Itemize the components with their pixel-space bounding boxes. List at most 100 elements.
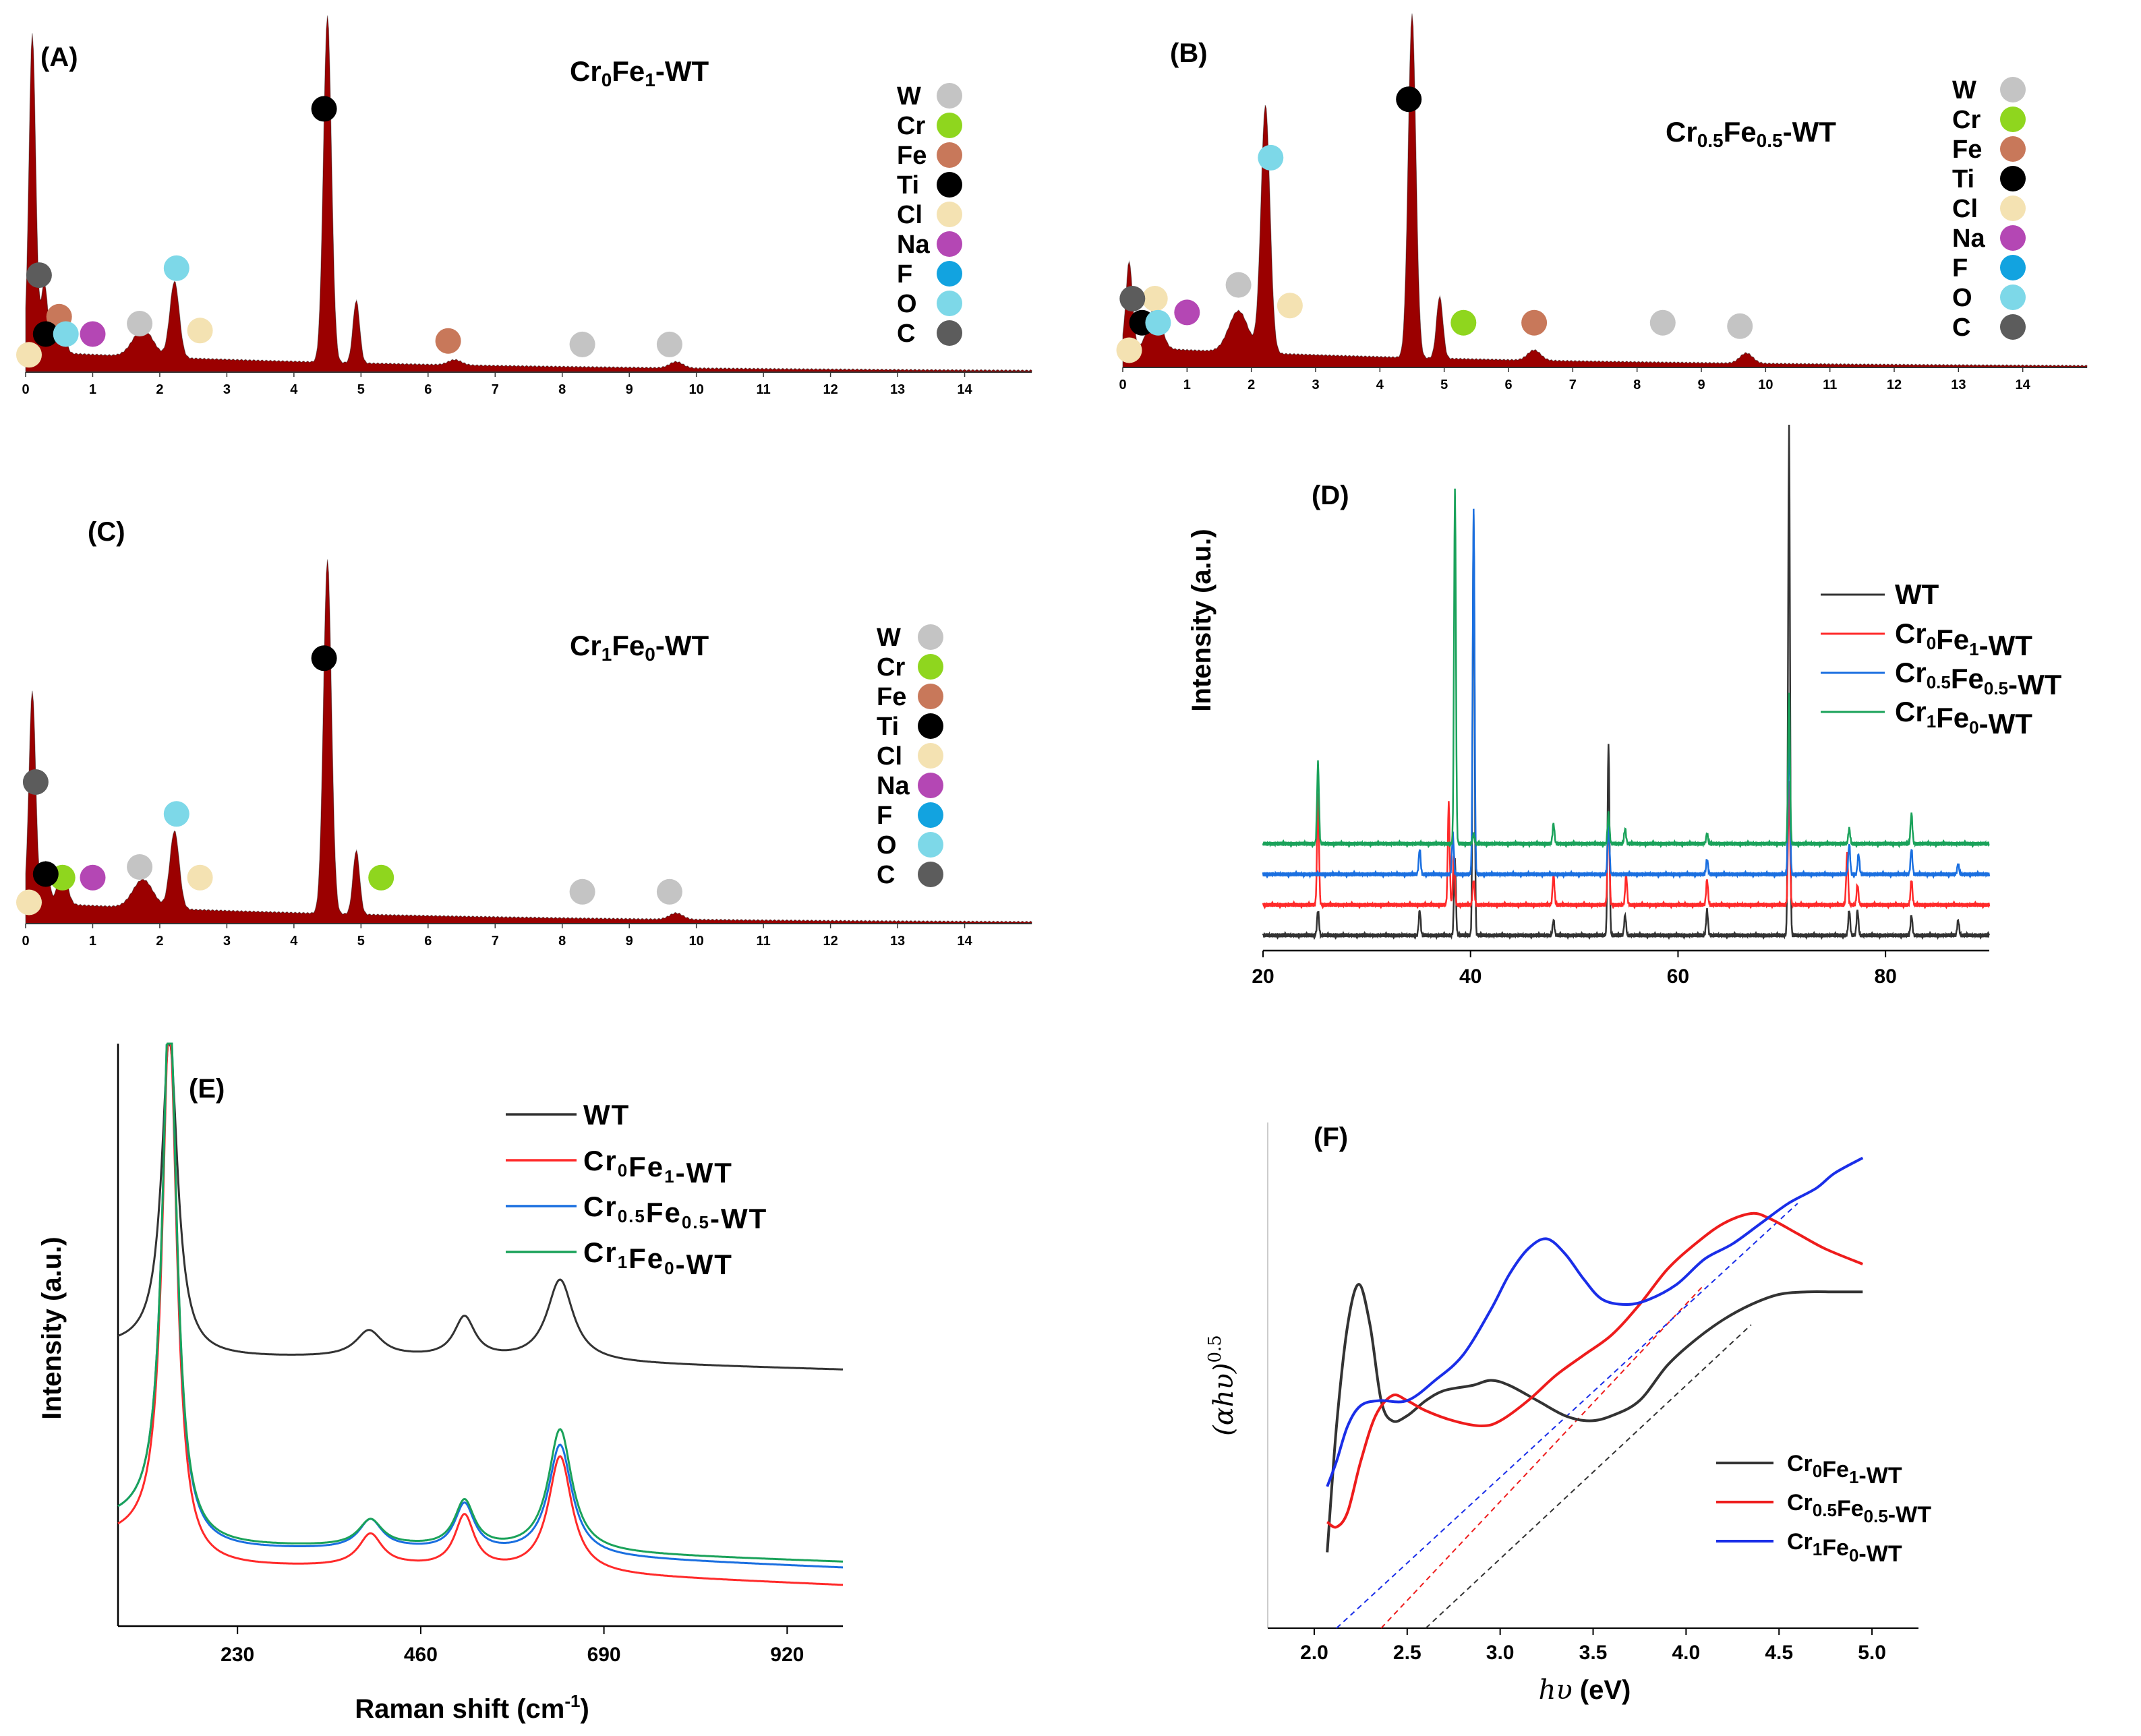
marker-w xyxy=(656,331,682,357)
panel-c-edx-spectrum: (C) Cr1Fe0-WT 0 1 2 3 4 5 6 7 8 9 10 11 12 13 14 WCrFe… xyxy=(16,517,1032,949)
panel-d-label: (D) xyxy=(1312,481,1349,510)
series-line-1 xyxy=(1262,424,1991,940)
series-line-4 xyxy=(117,1042,844,1563)
marker-c xyxy=(26,262,52,289)
marker-cl xyxy=(187,318,213,344)
x-tick-label: 9 xyxy=(1697,378,1705,392)
x-tick-label: 6 xyxy=(1504,378,1512,392)
marker-na xyxy=(80,864,106,891)
marker-cl xyxy=(16,342,42,368)
marker-c xyxy=(22,769,49,795)
x-tick-label: 12 xyxy=(1887,378,1902,392)
legend-dot-ti xyxy=(2000,166,2026,191)
legend-label-o: O xyxy=(877,831,897,860)
x-tick-label: 10 xyxy=(1758,378,1773,392)
marker-cl xyxy=(187,864,213,891)
marker-cl xyxy=(1142,286,1168,311)
marker-w xyxy=(127,854,153,880)
legend-dot-cl xyxy=(918,743,943,769)
legend-label-c: C xyxy=(1952,313,1970,342)
edx-spectrum-area xyxy=(25,16,1032,373)
x-tick-label: 690 xyxy=(587,1644,621,1666)
x-tick-label: 14 xyxy=(2016,378,2031,392)
x-tick-label: 2 xyxy=(1248,378,1255,392)
series-line-3 xyxy=(117,1042,843,1569)
x-tick-label: 4 xyxy=(1376,378,1384,392)
marker-fe xyxy=(435,328,461,354)
x-tick-label: 8 xyxy=(1633,378,1641,392)
panel-d-plot xyxy=(1262,424,1991,952)
x-tick-label: 5 xyxy=(1440,378,1448,392)
edx-spectrum-area xyxy=(1122,13,2088,368)
x-tick-label: 13 xyxy=(890,382,905,397)
marker-o xyxy=(1258,144,1284,171)
legend-dot-f xyxy=(2000,255,2026,280)
x-tick-label: 4.0 xyxy=(1672,1642,1700,1664)
x-tick-label: 920 xyxy=(770,1644,804,1666)
marker-cr xyxy=(1450,309,1477,336)
x-tick-label: 12 xyxy=(823,934,838,949)
legend-label-na: Na xyxy=(877,772,910,800)
marker-fe xyxy=(1521,309,1548,336)
legend-dot-o xyxy=(937,291,962,316)
legend-entry: Cr0Fe1-WT xyxy=(1895,618,2032,661)
legend-dot-cl xyxy=(937,202,962,227)
legend-dot-na xyxy=(2000,225,2026,251)
marker-w xyxy=(569,878,595,905)
series-line-1 xyxy=(117,1042,844,1371)
x-tick-label: 2.5 xyxy=(1393,1642,1421,1664)
panel-c-label: (C) xyxy=(88,517,125,547)
legend-dot-cr xyxy=(937,113,962,138)
legend-label-fe: Fe xyxy=(897,142,927,170)
marker-cl xyxy=(16,889,42,916)
legend-label-f: F xyxy=(1952,254,1968,282)
legend-dot-fe xyxy=(937,142,962,168)
legend-dot-na xyxy=(937,231,962,257)
legend-entry: Cr1Fe0-WT xyxy=(583,1236,733,1280)
marker-cr xyxy=(368,864,394,891)
x-tick-label: 7 xyxy=(492,382,499,397)
legend-dot-o xyxy=(918,832,943,858)
x-tick-label: 9 xyxy=(626,382,633,397)
x-tick-label: 11 xyxy=(1823,378,1837,392)
x-tick-label: 2 xyxy=(156,382,163,397)
x-tick-label: 13 xyxy=(890,934,905,949)
marker-o xyxy=(53,321,79,347)
x-tick-label: 460 xyxy=(404,1644,438,1666)
x-tick-label: 8 xyxy=(558,934,566,949)
panel-a-x-ticks: 0 1 2 3 4 5 6 7 8 9 10 11 12 13 14 xyxy=(22,372,973,397)
series-line-4 xyxy=(1262,488,1990,849)
x-tick-label: 60 xyxy=(1667,965,1689,988)
x-tick-label: 11 xyxy=(757,934,771,949)
panel-b-plot xyxy=(1116,13,2088,368)
panel-d-y-axis-label: Intensity (a.u.) xyxy=(1187,529,1216,711)
x-tick-label: 14 xyxy=(957,934,972,949)
panel-e-raman-chart: (E) Intensity (a.u.) Raman shift (cm-1) … xyxy=(37,1042,844,1724)
panel-e-x-ticks: 230 460 690 920 xyxy=(221,1626,804,1666)
legend-dot-f xyxy=(918,802,943,828)
legend-label-cr: Cr xyxy=(1952,106,1981,134)
panel-a-title: Cr0Fe1-WT xyxy=(570,55,709,90)
panel-f-label: (F) xyxy=(1314,1123,1348,1152)
legend-label-cl: Cl xyxy=(1952,195,1978,223)
x-tick-label: 4.5 xyxy=(1765,1642,1793,1664)
x-tick-label: 2 xyxy=(156,934,163,949)
x-tick-label: 3 xyxy=(223,934,231,949)
panel-b-title: Cr0.5Fe0.5-WT xyxy=(1666,116,1836,151)
panel-f-x-ticks: 2.0 2.5 3.0 3.5 4.0 4.5 5.0 xyxy=(1300,1628,1886,1664)
legend-dot-w xyxy=(937,83,962,109)
x-tick-label: 4 xyxy=(290,382,298,397)
legend-label-cl: Cl xyxy=(877,742,902,771)
x-tick-label: 3 xyxy=(1312,378,1319,392)
marker-o xyxy=(163,255,189,281)
edx-spectrum-area xyxy=(25,559,1032,924)
panel-e-plot xyxy=(117,1042,844,1627)
marker-ti xyxy=(1396,86,1422,113)
legend-label-c: C xyxy=(897,320,915,348)
marker-w xyxy=(1225,272,1252,298)
legend-entry: Cr1Fe0-WT xyxy=(1787,1529,1902,1567)
